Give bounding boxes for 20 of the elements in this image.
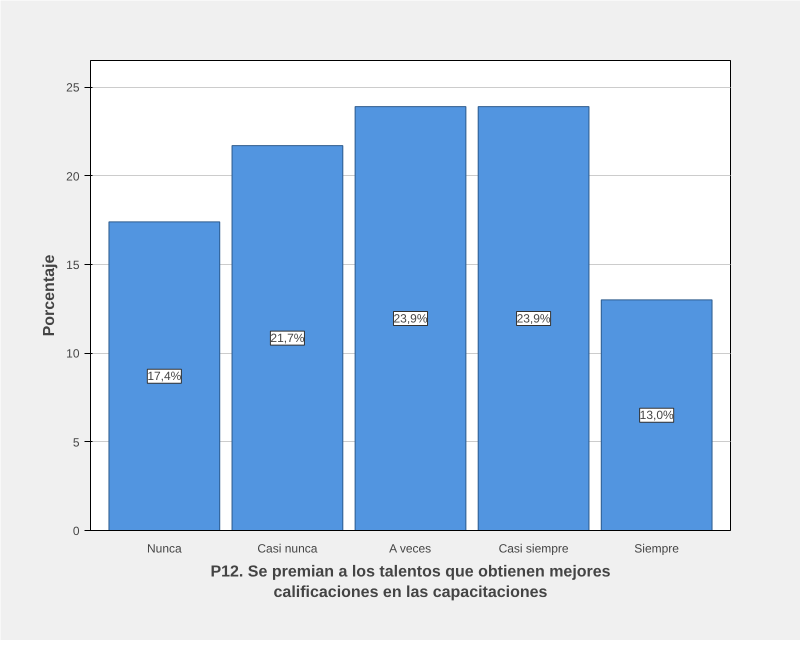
y-axis-title: Porcentaje — [41, 254, 58, 336]
bar — [478, 106, 590, 530]
x-tick-label: Casi nunca — [257, 542, 318, 556]
y-tick-label: 25 — [66, 80, 80, 95]
bar — [354, 106, 466, 530]
y-tick-label: 10 — [66, 346, 80, 361]
y-tick-label: 0 — [72, 524, 80, 538]
bar — [600, 299, 713, 530]
x-tick-label: Nunca — [147, 542, 182, 556]
x-tick-label: A veces — [389, 542, 432, 556]
x-tick-label: Casi siempre — [498, 542, 569, 556]
y-tick-label: 15 — [66, 258, 80, 272]
bar — [232, 145, 344, 530]
x-axis-title: P12. Se premian a los talentos que obtienen mejores calificaciones en las capacitaciones — [210, 564, 611, 601]
y-tick-label: 20 — [66, 169, 80, 184]
data-label: 17,4% — [147, 369, 182, 384]
x-tick-label: Siempre — [634, 542, 680, 556]
bar — [108, 221, 220, 530]
data-label: 21,7% — [270, 331, 305, 346]
y-tick-label: 5 — [72, 435, 80, 450]
